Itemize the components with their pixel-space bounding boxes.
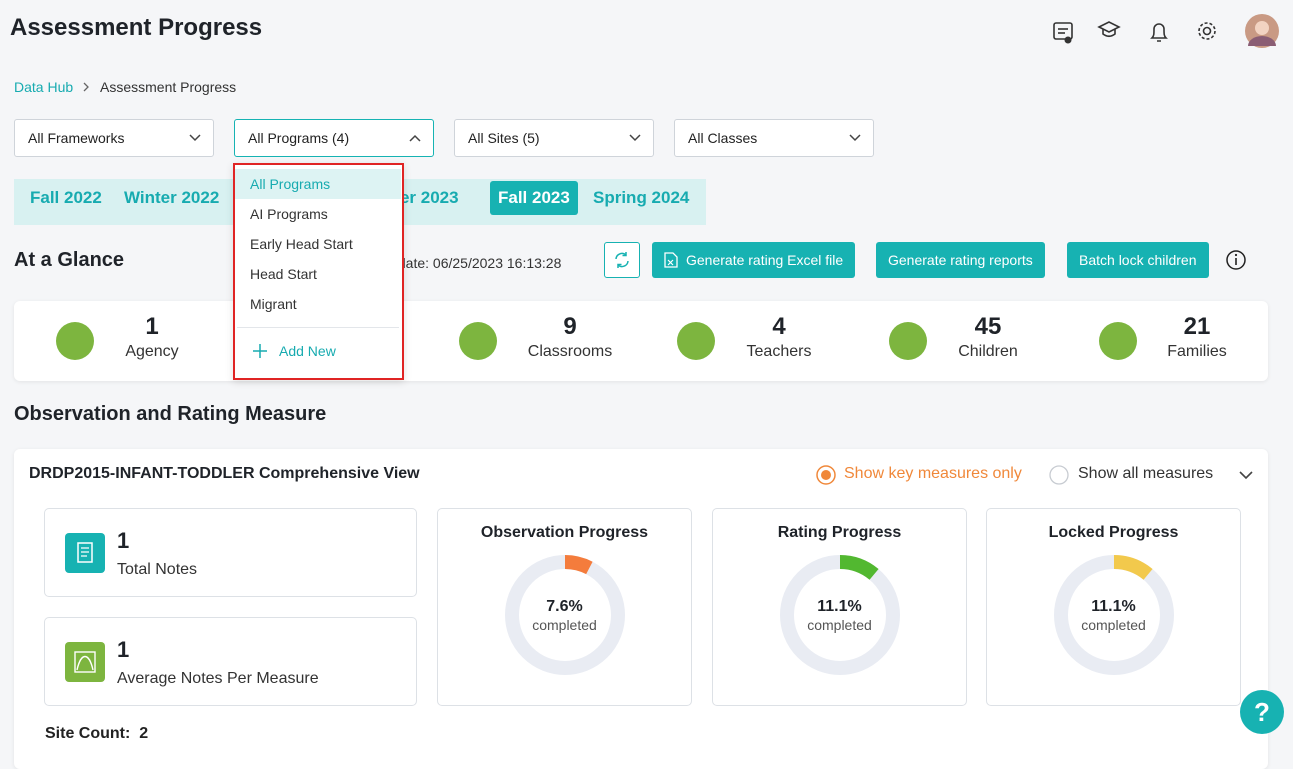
page-title: Assessment Progress (10, 14, 263, 41)
progress-caption: completed (532, 617, 597, 633)
action-button[interactable]: Batch lock children (1067, 242, 1209, 278)
stat-value: 4 (772, 313, 786, 340)
notes-box (44, 508, 417, 597)
progress-box: Observation Progress 7.6% completed (437, 508, 692, 706)
collapse-icon[interactable] (1239, 470, 1253, 480)
radio-label[interactable]: Show all measures (1078, 465, 1214, 482)
menu-item[interactable]: All Programs (235, 169, 401, 199)
donut-arc (780, 555, 900, 675)
stat-icon (1099, 322, 1137, 360)
stat-label: Children (958, 343, 1018, 360)
notes-box (44, 617, 417, 706)
menu-item[interactable]: AI Programs (250, 206, 328, 222)
progress-percent: 11.1% (1091, 598, 1136, 615)
donut-arc (505, 555, 625, 675)
add-icon (253, 344, 267, 358)
help-button[interactable]: ? (1240, 690, 1284, 734)
stats-card: 1 Agency 9 Classrooms 4 Teachers 45 Children 21 F… (14, 301, 1268, 381)
stat-icon (459, 322, 497, 360)
progress-title: Locked Progress (1048, 524, 1179, 541)
update-time: Update: 06/25/2023 16:13:28 (380, 255, 562, 271)
stat-icon (889, 322, 927, 360)
section-title: At a Glance (14, 249, 125, 271)
progress-caption: completed (1081, 617, 1146, 633)
action-button[interactable]: Generate rating reports (876, 242, 1045, 278)
select-text: All Sites (5) (468, 130, 540, 146)
progress-title: Rating Progress (777, 524, 902, 541)
progress-caption: completed (807, 617, 872, 633)
notes-value: 1 (117, 637, 130, 662)
stat-value: 1 (145, 313, 159, 340)
breadcrumb-link[interactable]: Data Hub (14, 79, 74, 95)
term-tab[interactable]: Fall 2022 (30, 188, 102, 207)
radio-label[interactable]: Show key measures only (844, 465, 1022, 482)
card-title: DRDP2015-INFANT-TODDLER Comprehensive Vi… (29, 465, 420, 482)
donut (1054, 555, 1174, 675)
program-select[interactable]: All Programs (4) (234, 119, 434, 157)
stat-value: 9 (563, 313, 577, 340)
info-icon[interactable] (1225, 249, 1247, 271)
stat-value: 21 (1183, 313, 1211, 340)
notes-icon (65, 533, 105, 573)
stat-label: Teachers (746, 343, 812, 360)
progress-percent: 11.1% (817, 598, 862, 615)
site-count: Site Count: 2 (45, 725, 148, 743)
term-tab[interactable]: Winter 2022 (124, 188, 220, 207)
menu-item[interactable]: Head Start (250, 266, 317, 282)
menu-item[interactable]: Migrant (250, 296, 297, 312)
select-text: All Classes (688, 130, 758, 146)
stat-label: Families (1167, 343, 1227, 360)
select-text: All Frameworks (28, 130, 125, 146)
top-icons (1053, 14, 1279, 48)
progress-box: Locked Progress 11.1% completed (986, 508, 1241, 706)
refresh-button[interactable] (604, 242, 640, 278)
menu-divider (237, 327, 399, 328)
section-title: Observation and Rating Measure (14, 403, 327, 425)
stat-label: Agency (125, 343, 179, 360)
donut (505, 555, 625, 675)
progress-percent: 7.6% (546, 598, 583, 615)
menu-item[interactable]: Early Head Start (250, 236, 353, 252)
progress-box: Rating Progress 11.1% completed (712, 508, 967, 706)
select-text: All Programs (4) (248, 130, 350, 146)
term-tab-active[interactable]: Fall 2023 (490, 181, 578, 215)
radio-on[interactable] (815, 464, 837, 486)
notes-value: 1 (117, 528, 130, 553)
class-select[interactable]: All Classes (674, 119, 874, 157)
stat-label: Classrooms (527, 343, 613, 360)
breadcrumb-current: Assessment Progress (100, 79, 237, 95)
donut (780, 555, 900, 675)
radio-off[interactable] (1048, 464, 1070, 486)
action-button[interactable]: Generate rating Excel file (652, 242, 856, 278)
progress-title: Observation Progress (480, 524, 649, 541)
breadcrumb-sep (83, 82, 89, 92)
stat-icon (56, 322, 94, 360)
stat-icon (677, 322, 715, 360)
donut-arc (1054, 555, 1174, 675)
site-count-value: 2 (139, 725, 149, 742)
stat-value: 45 (974, 313, 1002, 340)
program-menu (233, 163, 404, 380)
average-icon (65, 642, 105, 682)
add-new[interactable]: Add New (279, 343, 336, 359)
button-text: Generate rating Excel file (686, 252, 844, 268)
site-count-label: Site Count: (45, 725, 131, 742)
notes-label: Total Notes (117, 561, 198, 578)
notes-label: Average Notes Per Measure (117, 670, 319, 687)
term-tab[interactable]: Spring 2024 (593, 188, 690, 207)
framework-select[interactable]: All Frameworks (14, 119, 214, 157)
site-select[interactable]: All Sites (5) (454, 119, 654, 157)
